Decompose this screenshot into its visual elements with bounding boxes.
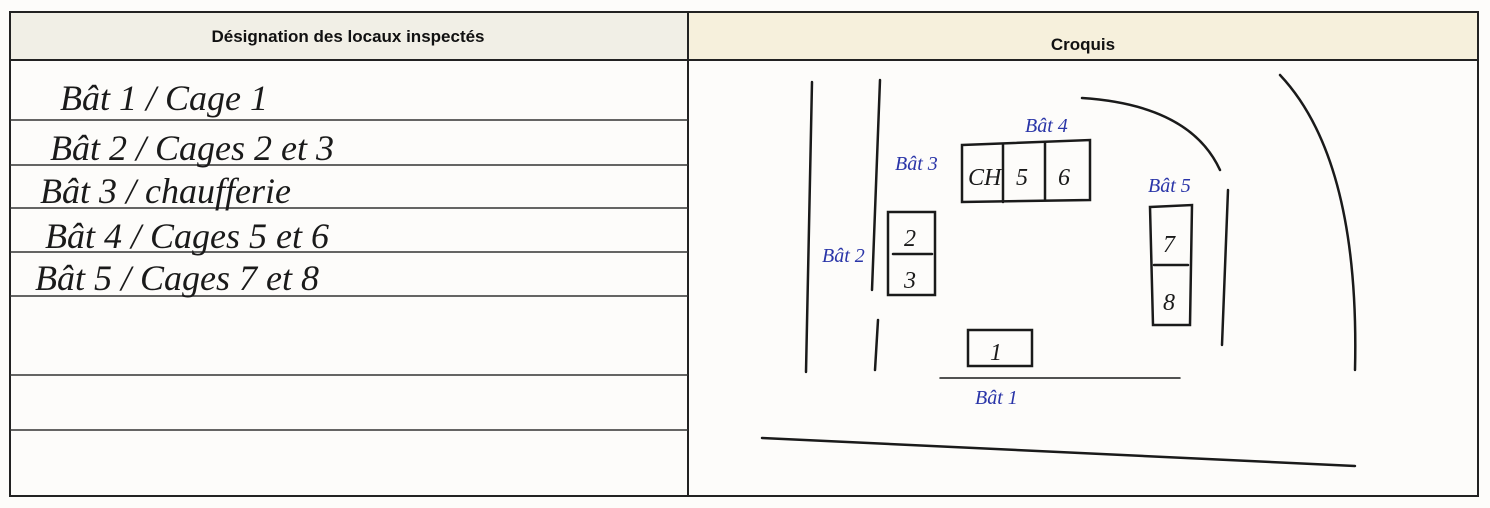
building [1148,203,1194,327]
table-frame [9,11,1479,497]
row-rules [10,119,688,431]
sketch [760,73,1357,468]
road-line [870,78,882,292]
column-header: Désignation des locaux inspectés [211,27,484,46]
road-line [873,318,880,372]
curve [1278,73,1357,372]
curve [1080,96,1222,172]
header-bg [689,13,1477,59]
cell-label: 3 [903,268,916,294]
cell-label: 6 [1058,165,1070,191]
sketch-label: Bât 1 [975,387,1018,409]
road-line [804,80,814,374]
sketch-label: Bât 5 [1148,175,1191,197]
row-text: Bât 1 / Cage 1 [60,78,268,118]
line [760,436,1357,468]
cell-label: 5 [1016,165,1028,191]
road-line [1220,188,1230,347]
sketch-label: Bât 3 [895,153,938,175]
header-bg [11,13,687,59]
row-text: Bât 4 / Cages 5 et 6 [45,216,329,256]
cell-label: CH [968,165,1003,191]
building [966,328,1034,368]
building-divider [1001,140,1047,204]
cell-label: 1 [990,340,1002,366]
building [960,138,1092,204]
row-text: Bât 3 / chaufferie [40,171,291,211]
column-header: Croquis [1051,35,1115,54]
row-text: Bât 2 / Cages 2 et 3 [50,128,334,168]
row-text: Bât 5 / Cages 7 et 8 [35,258,319,298]
sketch-label: Bât 4 [1025,115,1068,137]
sketch-label: Bât 2 [822,245,865,267]
building [886,210,937,297]
cell-label: 2 [904,226,916,252]
cell-label: 8 [1163,290,1175,316]
cell-label: 7 [1163,232,1176,258]
